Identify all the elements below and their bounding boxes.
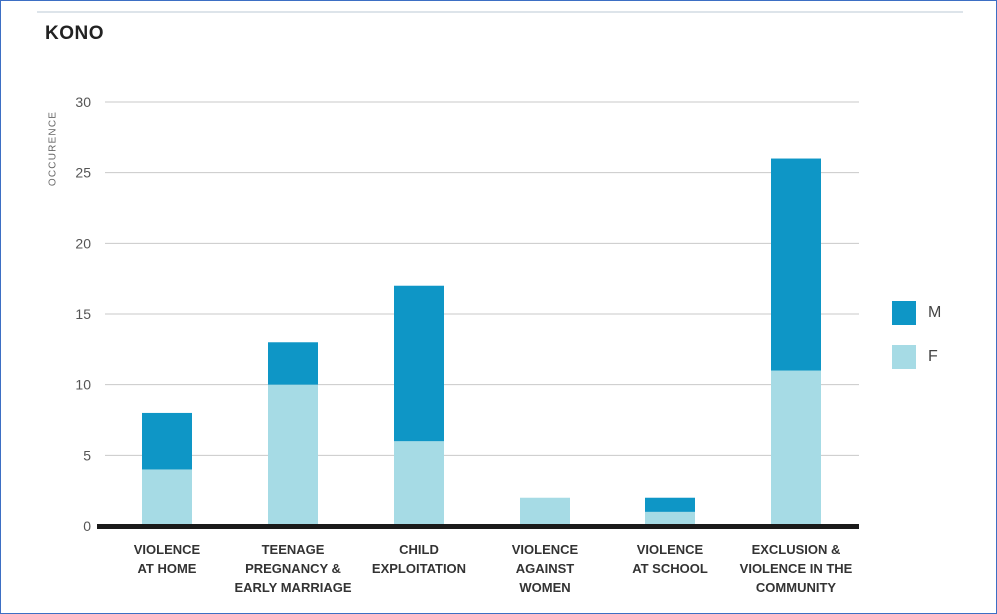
bar-f-1 (268, 384, 318, 526)
bar-m-4 (645, 497, 695, 512)
bar-f-0 (142, 469, 192, 526)
legend-label-m: M (928, 303, 942, 321)
bar-m-5 (771, 158, 821, 371)
legend-item-m: M (892, 299, 941, 326)
y-tick-label-30: 30 (75, 94, 91, 110)
y-tick-label-15: 15 (75, 306, 91, 322)
top-divider (37, 11, 963, 13)
y-tick-label-10: 10 (75, 377, 91, 393)
x-tick-label-1: TEENAGE PREGNANCY & EARLY MARRIAGE (234, 542, 351, 595)
bar-f-3 (520, 497, 570, 526)
y-tick-label-5: 5 (83, 447, 91, 463)
bar-m-0 (142, 412, 192, 470)
bar-f-2 (394, 441, 444, 526)
legend-swatch-m (892, 300, 916, 325)
legend: M F (892, 299, 941, 387)
legend-item-f: F (892, 343, 941, 370)
x-tick-label-0: VIOLENCE AT HOME (134, 542, 201, 576)
y-tick-label-0: 0 (83, 518, 91, 534)
y-tick-label-20: 20 (75, 235, 91, 251)
x-tick-label-3: VIOLENCE AGAINST WOMEN (512, 542, 579, 595)
chart-title: KONO (45, 23, 104, 44)
x-tick-label-4: VIOLENCE AT SCHOOL (632, 542, 708, 576)
y-tick-label-25: 25 (75, 165, 91, 181)
bar-m-1 (268, 342, 318, 385)
bar-f-5 (771, 370, 821, 526)
x-tick-label-5: EXCLUSION & VIOLENCE IN THE COMMUNITY (740, 542, 853, 595)
bar-f-4 (645, 511, 695, 526)
legend-label-f: F (928, 347, 938, 365)
legend-swatch-f (892, 344, 916, 369)
x-axis-line (97, 524, 859, 529)
x-tick-label-2: CHILD EXPLOITATION (372, 542, 466, 576)
bar-m-2 (394, 285, 444, 442)
